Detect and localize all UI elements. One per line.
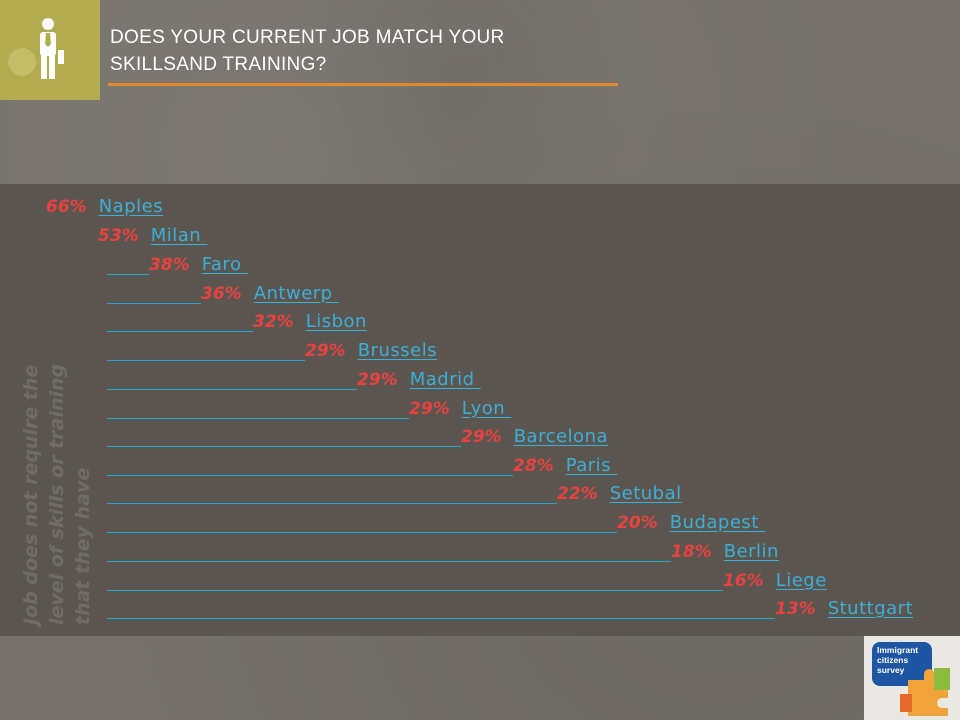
list-item: 29% Brussels xyxy=(107,340,437,364)
city-link[interactable]: Budapest xyxy=(669,512,766,533)
list-item: 29% Barcelona xyxy=(107,426,608,450)
percent-value: 32% xyxy=(253,312,294,332)
survey-logo: Immigrant citizens survey xyxy=(864,636,960,720)
percent-value: 66% xyxy=(46,197,87,217)
percent-value: 29% xyxy=(461,427,502,447)
list-item: 13% Stuttgart xyxy=(107,598,913,622)
city-link[interactable]: Lisbon xyxy=(305,311,367,332)
city-link[interactable]: Faro xyxy=(201,254,248,275)
percent-value: 22% xyxy=(557,484,598,504)
page-title: DOES YOUR CURRENT JOB MATCH YOUR SKILLSA… xyxy=(110,24,630,78)
page-title-line-2: SKILLSAND TRAINING? xyxy=(110,54,327,75)
header-icon-box xyxy=(0,0,100,100)
puzzle-icon xyxy=(900,668,950,716)
percent-value: 13% xyxy=(775,599,816,619)
city-link[interactable]: Berlin xyxy=(723,541,779,562)
list-item: 29% Lyon xyxy=(107,398,511,422)
city-link[interactable]: Stuttgart xyxy=(827,598,914,619)
percent-value: 38% xyxy=(149,255,190,275)
person-icon xyxy=(8,18,64,79)
city-link[interactable]: Paris xyxy=(565,455,618,476)
city-link[interactable]: Brussels xyxy=(357,340,438,361)
list-item: 32% Lisbon xyxy=(107,311,367,335)
list-item: 28% Paris xyxy=(107,455,617,479)
page-title-line-1: DOES YOUR CURRENT JOB MATCH YOUR xyxy=(110,27,505,48)
list-item: 29% Madrid xyxy=(107,369,481,393)
list-item: 66% Naples xyxy=(46,196,163,220)
list-item: 20% Budapest xyxy=(107,512,765,536)
city-link[interactable]: Lyon xyxy=(461,398,512,419)
percent-value: 20% xyxy=(617,513,658,533)
percent-value: 36% xyxy=(201,284,242,304)
list-item: 18% Berlin xyxy=(107,541,779,565)
city-link[interactable]: Naples xyxy=(98,196,164,217)
logo-text: Immigrant citizens survey xyxy=(877,645,919,675)
list-item: 36% Antwerp xyxy=(107,283,339,307)
city-link[interactable]: Setubal xyxy=(609,483,682,504)
percent-value: 28% xyxy=(513,456,554,476)
list-item: 16% Liege xyxy=(107,570,827,594)
percent-value: 29% xyxy=(357,370,398,390)
side-label-line-1: Job does not require the xyxy=(20,364,42,625)
list-item: 38% Faro xyxy=(107,254,248,278)
percent-value: 53% xyxy=(98,226,139,246)
city-link[interactable]: Liege xyxy=(775,570,827,591)
percent-value: 18% xyxy=(671,542,712,562)
list-item: 22% Setubal xyxy=(107,483,682,507)
percent-value: 29% xyxy=(305,341,346,361)
logo-badge xyxy=(872,642,932,686)
percent-value: 29% xyxy=(409,399,450,419)
title-underline xyxy=(108,83,618,86)
side-label-line-2: level of skills or training xyxy=(46,363,68,625)
list-item: 53% Milan xyxy=(98,225,207,249)
side-label-line-3: that they have xyxy=(72,467,94,625)
content-panel xyxy=(0,184,960,636)
side-label: Job does not require the level of skills… xyxy=(18,325,96,625)
percent-value: 16% xyxy=(723,571,764,591)
city-link[interactable]: Milan xyxy=(150,225,208,246)
city-link[interactable]: Barcelona xyxy=(513,426,609,447)
city-link[interactable]: Madrid xyxy=(409,369,481,390)
city-link[interactable]: Antwerp xyxy=(253,283,339,304)
